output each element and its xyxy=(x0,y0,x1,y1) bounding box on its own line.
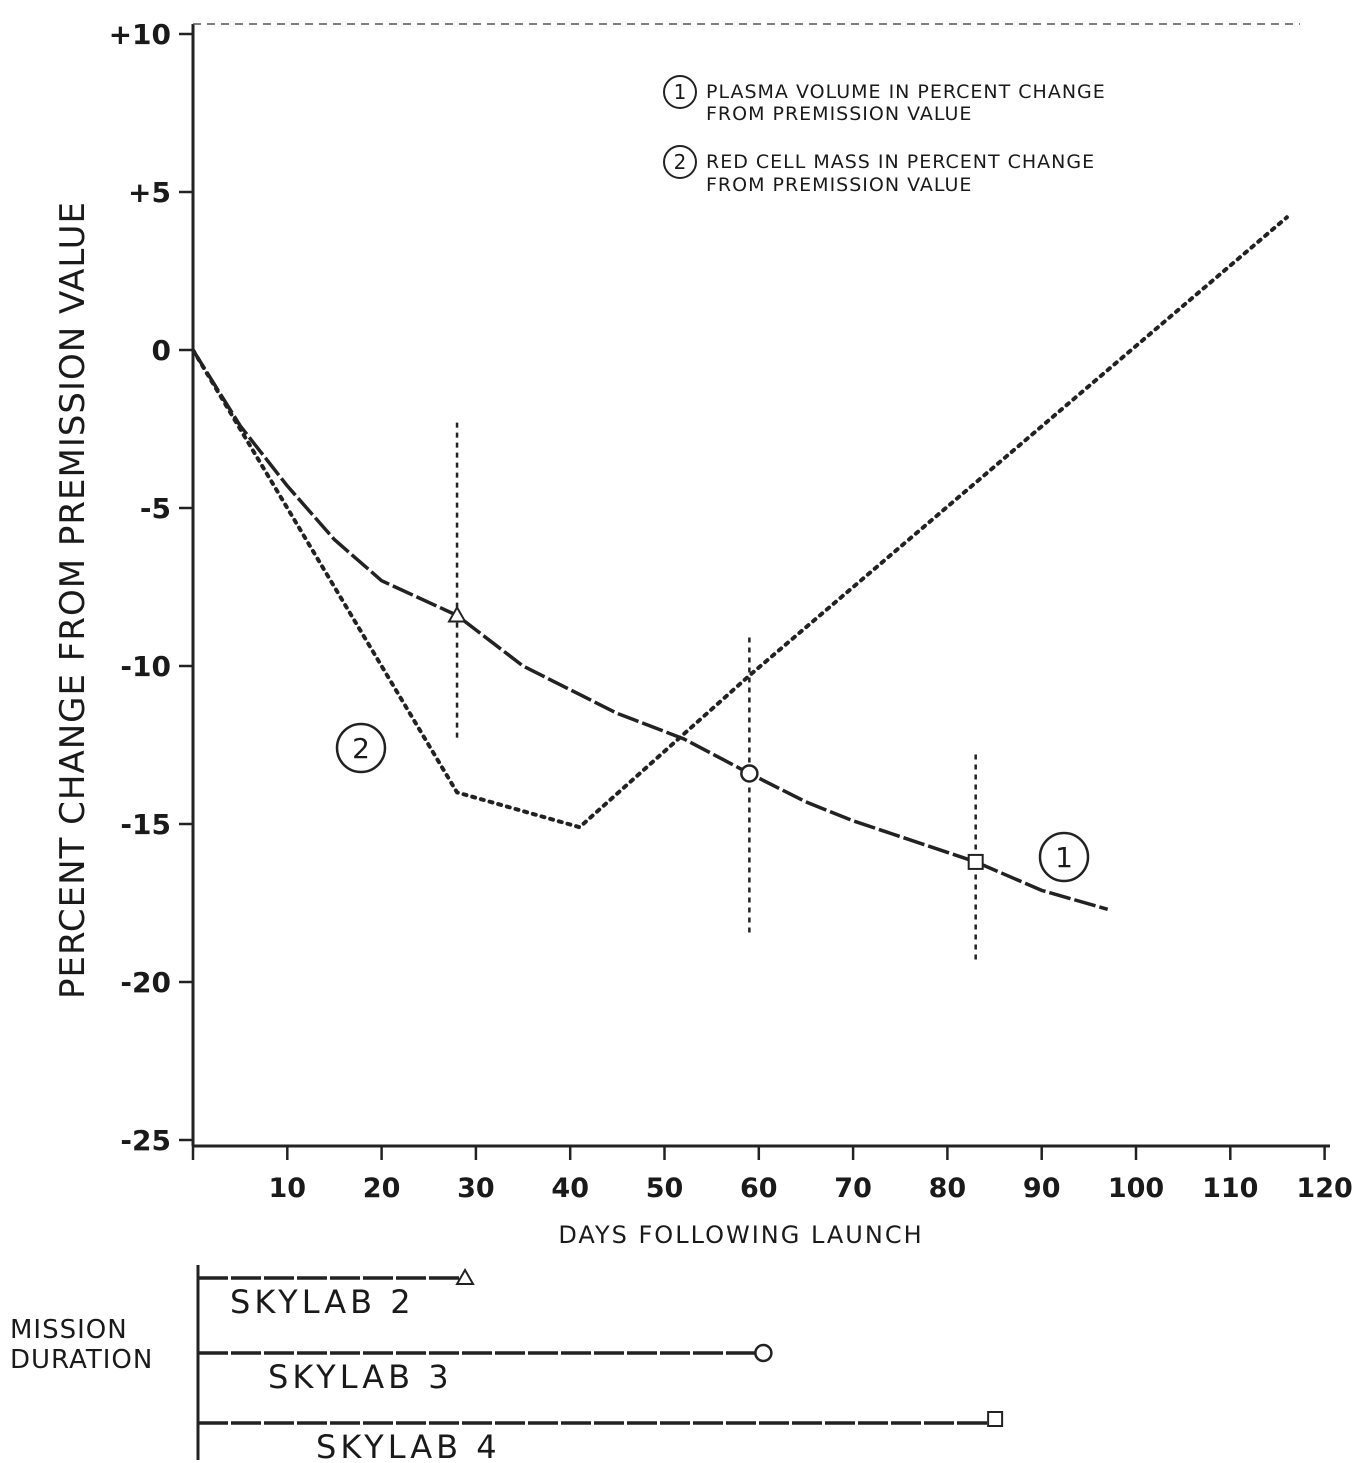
x-tick-label: 50 xyxy=(646,1173,684,1204)
y-tick-label: -5 xyxy=(140,492,171,525)
series-2-callout-label: 2 xyxy=(352,732,370,765)
x-tick-label: 40 xyxy=(551,1173,589,1204)
series-2-line xyxy=(191,215,1289,830)
x-tick-label: 70 xyxy=(834,1173,872,1204)
legend-item-2-line2: FROM PREMISSION VALUE xyxy=(706,174,972,196)
mission-label-skylab-3: SKYLAB 3 xyxy=(268,1358,453,1396)
mission-end-triangle xyxy=(455,1267,475,1285)
series-1-line xyxy=(191,349,1109,911)
legend-item-1-marker: 1 xyxy=(674,80,687,104)
mission-bars xyxy=(198,1267,1004,1427)
y-tick-label: -15 xyxy=(120,808,171,841)
x-tick-label: 100 xyxy=(1108,1173,1164,1204)
y-tick-label: -10 xyxy=(120,650,171,683)
legend: 1 PLASMA VOLUME IN PERCENT CHANGE FROM P… xyxy=(663,75,1106,196)
x-tick-label: 80 xyxy=(929,1173,967,1204)
legend-item-2: 2 RED CELL MASS IN PERCENT CHANGE FROM P… xyxy=(663,145,1095,196)
mission-end-square xyxy=(987,1411,1004,1427)
legend-item-1-line1: PLASMA VOLUME IN PERCENT CHANGE xyxy=(706,81,1106,103)
legend-item-1-line2: FROM PREMISSION VALUE xyxy=(706,103,972,125)
mission-label-skylab-2: SKYLAB 2 xyxy=(230,1283,415,1321)
series-1-callout-label: 1 xyxy=(1055,841,1073,874)
y-axis-label: PERCENT CHANGE FROM PREMISSION VALUE xyxy=(53,201,93,999)
x-tick-label: 120 xyxy=(1296,1173,1352,1204)
series-1-callout: 1 xyxy=(1038,831,1090,883)
y-tick-label: +10 xyxy=(109,18,171,51)
x-tick-label: 30 xyxy=(457,1173,495,1204)
series-1-point-square xyxy=(967,853,984,870)
x-tick-label: 10 xyxy=(269,1173,307,1204)
legend-item-2-line1: RED CELL MASS IN PERCENT CHANGE xyxy=(706,151,1095,173)
y-tick-label: +5 xyxy=(128,176,171,209)
legend-item-1: 1 PLASMA VOLUME IN PERCENT CHANGE FROM P… xyxy=(663,75,1106,125)
y-tick-label: 0 xyxy=(152,334,171,367)
series-2-callout: 2 xyxy=(335,722,387,774)
y-tick-label: -25 xyxy=(120,1124,171,1157)
y-tick-label: -20 xyxy=(120,966,171,999)
mission-title-line1: MISSION xyxy=(10,1315,128,1345)
series-1-point-triangle xyxy=(447,605,467,623)
legend-item-2-marker: 2 xyxy=(674,150,687,174)
x-tick-label: 90 xyxy=(1023,1173,1061,1204)
mission-title-line2: DURATION xyxy=(10,1345,153,1375)
mission-end-circle xyxy=(754,1343,773,1363)
x-tick-label: 20 xyxy=(363,1173,401,1204)
x-tick-label: 110 xyxy=(1202,1173,1258,1204)
x-axis-label: DAYS FOLLOWING LAUNCH xyxy=(558,1221,923,1249)
series-lines xyxy=(191,215,1289,911)
series-1-point-circle xyxy=(740,764,759,783)
axis-ticks: +10 +5 0 -5 -10 -15 -20 -25 10 20 30 40 50 60 70 80 90 10… xyxy=(109,18,1353,1204)
mission-label-skylab-4: SKYLAB 4 xyxy=(316,1428,501,1463)
x-tick-label: 60 xyxy=(740,1173,778,1204)
error-bars xyxy=(455,422,977,964)
data-points xyxy=(447,605,984,870)
